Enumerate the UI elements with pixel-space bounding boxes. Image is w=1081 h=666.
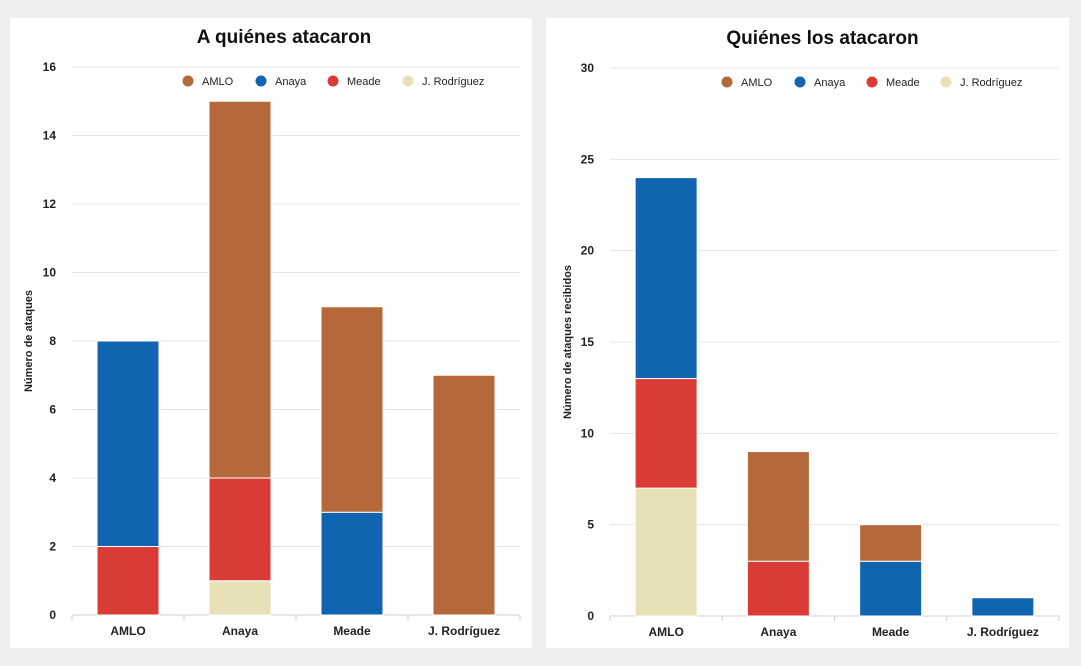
y-tick-label-2: 2 [49, 540, 56, 554]
bar-amlo-meade [96, 546, 160, 616]
y-tick-label-5: 5 [587, 518, 594, 532]
y-tick-label-0: 0 [587, 609, 594, 623]
legend-label-anaya: Anaya [275, 76, 307, 88]
bar-meade-anaya [320, 511, 384, 616]
x-tick-label-amlo: AMLO [648, 625, 683, 639]
legend-marker-anaya [794, 76, 806, 88]
y-tick-label-25: 25 [581, 152, 595, 166]
legend-marker-anaya [255, 75, 267, 87]
legend-marker-amlo [721, 76, 733, 88]
bar-amlo-anaya [96, 340, 160, 547]
y-axis-label: Número de ataques [23, 290, 35, 392]
y-tick-label-12: 12 [43, 197, 57, 211]
x-tick-label-amlo: AMLO [110, 624, 145, 638]
chart-attackers-svg: Quiénes los atacaron 0 5 10 15 20 25 30 Número d… [562, 28, 1060, 639]
legend-marker-j-rodriguez [940, 76, 952, 88]
legend-marker-meade [327, 75, 339, 87]
legend-label-meade: Meade [886, 77, 920, 89]
bar-anaya-j-rodriguez [208, 580, 272, 616]
legend-marker-j-rodriguez [402, 75, 414, 87]
bar-meade-amlo [320, 306, 384, 513]
legend-label-amlo: AMLO [741, 77, 773, 89]
y-tick-label-20: 20 [581, 244, 595, 258]
y-tick-label-30: 30 [581, 61, 595, 75]
y-tick-label-16: 16 [43, 60, 57, 74]
bar-j-rodriguez-amlo [432, 374, 496, 616]
bar-anaya-amlo [746, 451, 810, 562]
bar-amlo-meade [634, 378, 698, 489]
legend-label-meade: Meade [347, 76, 381, 88]
x-tick-label-j-rodriguez: J. Rodríguez [428, 624, 500, 638]
bar-amlo-j-rodriguez [634, 487, 698, 617]
y-tick-label-10: 10 [581, 426, 595, 440]
y-tick-label-4: 4 [49, 471, 56, 485]
x-tick-label-anaya: Anaya [222, 624, 258, 638]
legend-marker-meade [866, 76, 878, 88]
legend-label-amlo: AMLO [202, 76, 234, 88]
bar-j-rodriguez-anaya [971, 597, 1035, 617]
y-tick-label-10: 10 [43, 266, 57, 280]
bar-anaya-amlo [208, 100, 272, 479]
chart-panel-attacked: A quiénes atacaron 0 2 4 6 8 10 12 14 16 Número de… [10, 18, 532, 648]
bar-anaya-meade [208, 477, 272, 582]
legend-marker-amlo [182, 75, 194, 87]
x-tick-label-meade: Meade [872, 625, 910, 639]
bar-amlo-anaya [634, 177, 698, 380]
bar-anaya-meade [746, 560, 810, 617]
x-tick-label-j-rodriguez: J. Rodríguez [967, 625, 1039, 639]
legend-label-j-rodriguez: J. Rodríguez [960, 77, 1022, 89]
y-tick-label-14: 14 [43, 129, 57, 143]
x-tick-label-anaya: Anaya [760, 625, 796, 639]
chart-title: A quiénes atacaron [197, 27, 372, 48]
bar-meade-anaya [859, 560, 923, 617]
chart-title: Quiénes los atacaron [726, 28, 918, 49]
x-tick-label-meade: Meade [333, 624, 371, 638]
bar-meade-amlo [859, 524, 923, 562]
y-axis-label: Número de ataques recibidos [562, 265, 574, 419]
y-tick-label-6: 6 [49, 403, 56, 417]
chart-attacked-svg: A quiénes atacaron 0 2 4 6 8 10 12 14 16 Número de… [23, 27, 521, 638]
y-tick-label-15: 15 [581, 335, 595, 349]
chart-panel-attackers: Quiénes los atacaron 0 5 10 15 20 25 30 Número d… [546, 18, 1069, 648]
legend-label-j-rodriguez: J. Rodríguez [422, 76, 484, 88]
y-tick-label-8: 8 [49, 334, 56, 348]
legend-label-anaya: Anaya [814, 77, 846, 89]
y-tick-label-0: 0 [49, 608, 56, 622]
